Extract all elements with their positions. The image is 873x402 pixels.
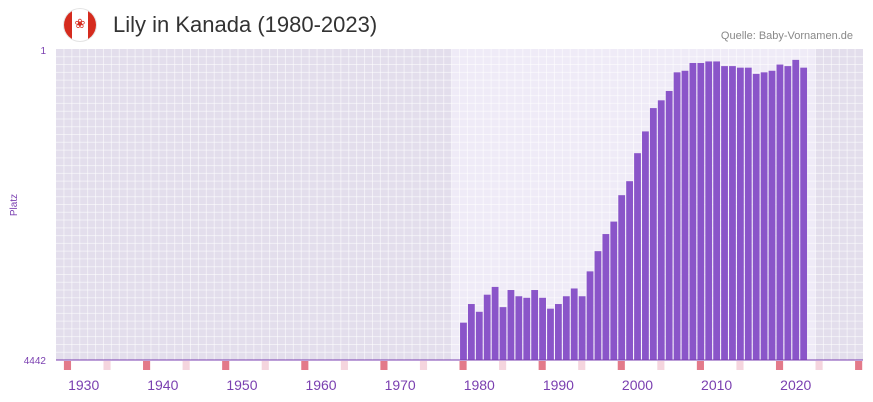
x-tick-1940: 1940 xyxy=(147,377,178,393)
bar-2002[interactable] xyxy=(649,108,657,360)
bar-1987[interactable] xyxy=(531,290,539,360)
bar-2006[interactable] xyxy=(681,70,689,361)
decade-marker-1968 xyxy=(380,361,388,370)
decade-marker-1938 xyxy=(143,361,151,370)
minor-marker-2023 xyxy=(815,361,823,370)
bar-2007[interactable] xyxy=(689,62,697,361)
minor-marker-2003 xyxy=(657,361,665,370)
bar-2015[interactable] xyxy=(752,73,760,360)
bar-1991[interactable] xyxy=(562,296,570,360)
decade-marker-1948 xyxy=(222,361,230,370)
bar-2010[interactable] xyxy=(713,61,721,360)
bar-2009[interactable] xyxy=(705,61,713,360)
x-tick-1950: 1950 xyxy=(226,377,257,393)
x-tick-1970: 1970 xyxy=(385,377,416,393)
bar-1979[interactable] xyxy=(467,304,475,360)
minor-marker-1933 xyxy=(103,361,111,370)
bar-2021[interactable] xyxy=(800,67,808,360)
minor-marker-1973 xyxy=(419,361,428,370)
bar-1980[interactable] xyxy=(475,311,483,360)
bar-2014[interactable] xyxy=(744,67,752,360)
minor-marker-1953 xyxy=(261,361,269,370)
bar-1983[interactable] xyxy=(499,307,507,360)
year-markers xyxy=(63,361,863,370)
bar-1988[interactable] xyxy=(539,297,546,360)
bar-1992[interactable] xyxy=(570,288,578,360)
bar-2012[interactable] xyxy=(729,66,736,360)
bar-2017[interactable] xyxy=(768,70,776,361)
decade-marker-2008 xyxy=(696,361,704,370)
bar-2005[interactable] xyxy=(673,72,681,360)
bar-2018[interactable] xyxy=(776,64,784,361)
decade-marker-1998 xyxy=(617,361,625,370)
bar-1978[interactable] xyxy=(460,322,467,360)
bar-2001[interactable] xyxy=(642,131,649,360)
chart-title: Lily in Kanada (1980-2023) xyxy=(113,12,378,37)
bar-2000[interactable] xyxy=(634,153,641,360)
bar-1981[interactable] xyxy=(483,294,491,360)
bar-1999[interactable] xyxy=(626,181,634,360)
bar-1994[interactable] xyxy=(586,271,594,360)
bar-1982[interactable] xyxy=(491,286,499,360)
y-axis-label: Platz xyxy=(9,194,20,216)
bar-2003[interactable] xyxy=(657,100,665,360)
bar-1990[interactable] xyxy=(554,304,562,360)
bar-1997[interactable] xyxy=(610,221,618,360)
grid-lines xyxy=(56,49,863,360)
minor-marker-1983 xyxy=(499,361,507,370)
minor-marker-1963 xyxy=(340,361,348,370)
bar-2004[interactable] xyxy=(665,90,673,361)
decade-marker-1978 xyxy=(459,361,467,370)
x-tick-1990: 1990 xyxy=(543,377,574,393)
decade-marker-1958 xyxy=(301,361,309,370)
bar-2016[interactable] xyxy=(760,72,768,360)
x-tick-1930: 1930 xyxy=(68,377,99,393)
bar-2019[interactable] xyxy=(784,66,792,360)
x-tick-2010: 2010 xyxy=(701,377,732,393)
decade-marker-2028 xyxy=(855,361,863,370)
bar-1989[interactable] xyxy=(547,308,554,360)
bar-2020[interactable] xyxy=(792,59,800,360)
minor-marker-1993 xyxy=(578,361,586,370)
source-credit: Quelle: Baby-Vornamen.de xyxy=(720,30,853,42)
x-tick-1980: 1980 xyxy=(464,377,495,393)
decade-marker-1928 xyxy=(63,361,72,370)
x-tick-2020: 2020 xyxy=(780,377,811,393)
bar-1986[interactable] xyxy=(523,297,531,360)
bar-2011[interactable] xyxy=(721,66,728,360)
decade-marker-1988 xyxy=(538,361,546,370)
bar-1996[interactable] xyxy=(602,234,610,360)
bar-1993[interactable] xyxy=(578,296,586,360)
bar-1984[interactable] xyxy=(507,290,515,360)
bar-1995[interactable] xyxy=(594,251,602,360)
minor-marker-2013 xyxy=(736,361,744,370)
decade-marker-2018 xyxy=(775,361,784,370)
y-tick-top: 1 xyxy=(40,46,46,57)
canada-flag-icon: ❀ xyxy=(64,9,96,41)
bar-2008[interactable] xyxy=(697,62,705,361)
minor-marker-1943 xyxy=(182,361,190,370)
bar-1998[interactable] xyxy=(618,195,626,360)
x-tick-labels: 1930 1940 1950 1960 1970 1980 1990 2000 2010 2020 xyxy=(68,377,811,393)
x-tick-1960: 1960 xyxy=(305,377,336,393)
bar-series xyxy=(460,59,808,361)
bar-2013[interactable] xyxy=(736,67,744,360)
x-tick-2000: 2000 xyxy=(622,377,653,393)
bar-1985[interactable] xyxy=(515,296,523,360)
y-tick-bottom: 4442 xyxy=(24,356,47,367)
